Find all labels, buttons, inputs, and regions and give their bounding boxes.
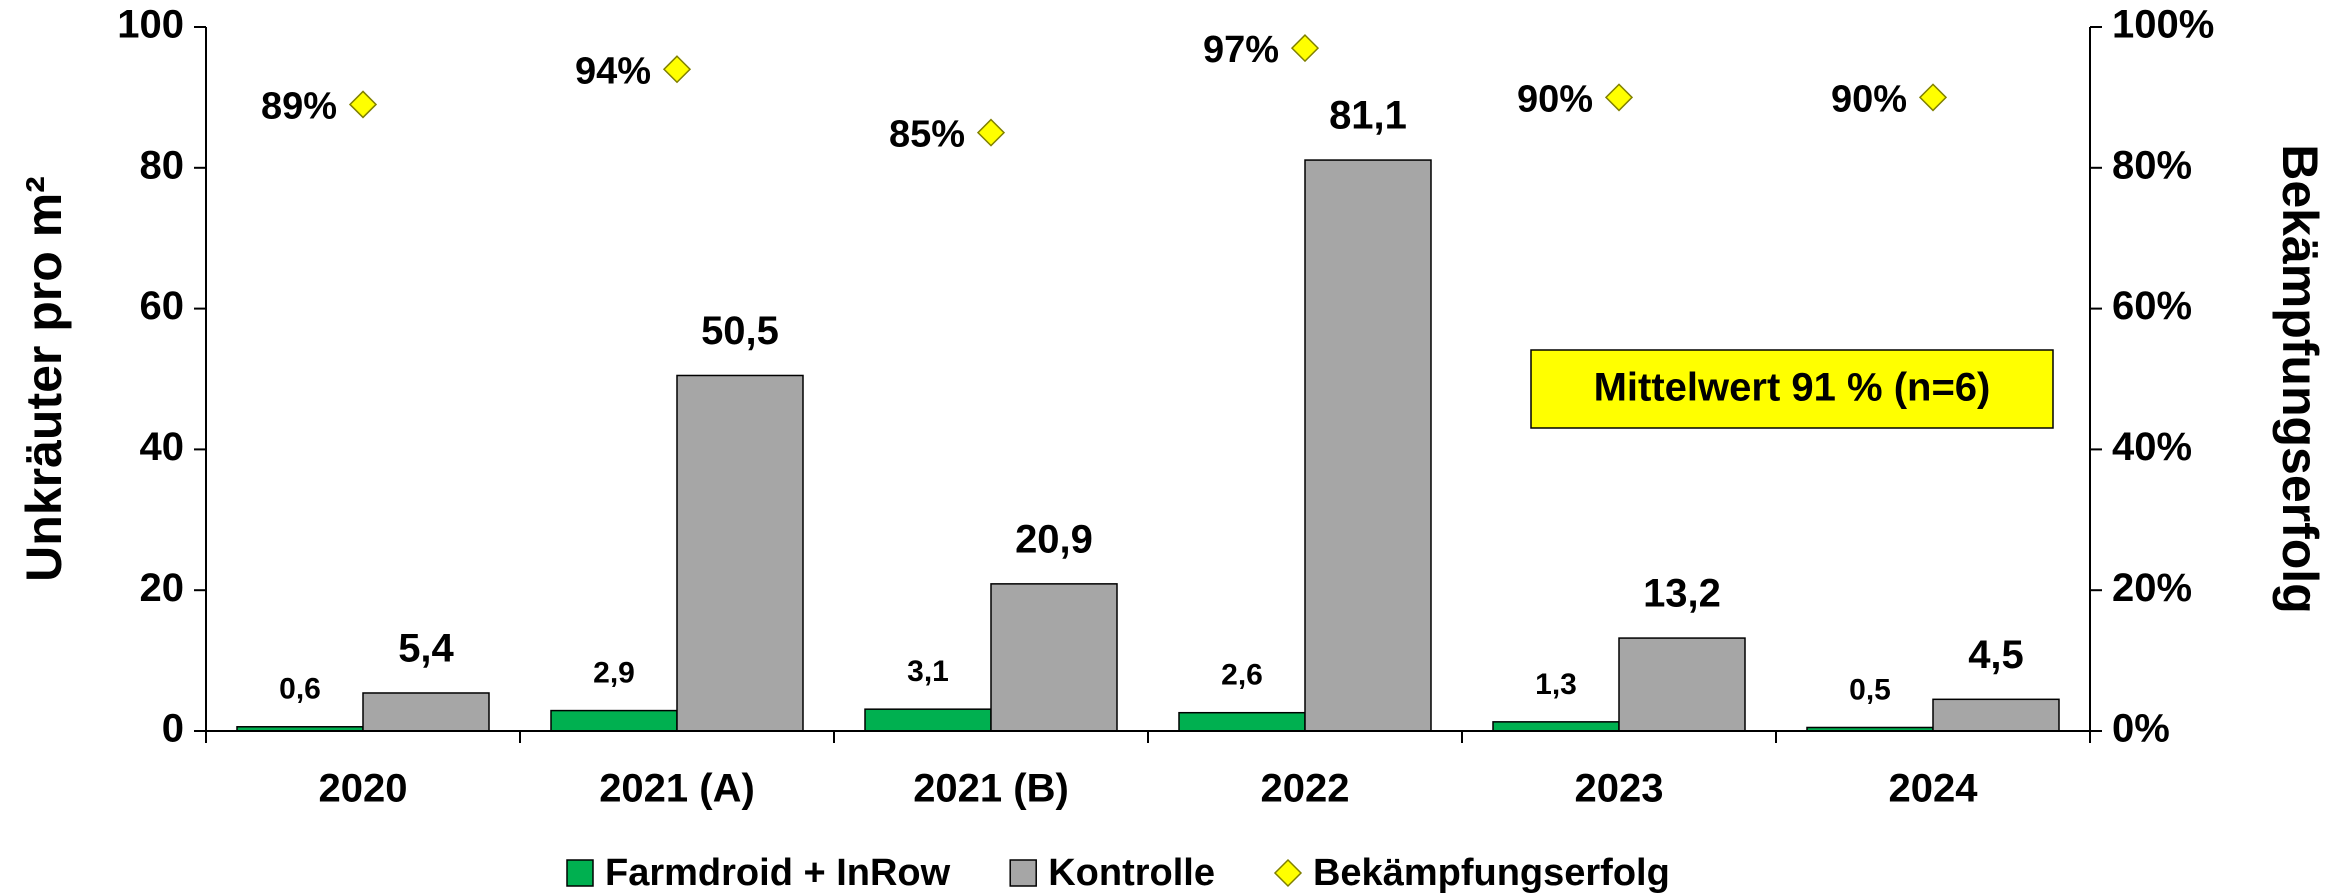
data-label: 13,2 (1643, 572, 1721, 616)
bar (1932, 698, 2060, 732)
bar (864, 708, 992, 732)
y-tick-label: 20 (140, 566, 185, 610)
y2-tick-label: 20% (2112, 566, 2192, 610)
data-label: 85% (889, 114, 965, 156)
data-label: 97% (1203, 29, 1279, 71)
data-label: 94% (575, 50, 651, 92)
marker (662, 55, 692, 84)
data-label: 20,9 (1015, 517, 1093, 561)
legend-swatch (1009, 859, 1037, 887)
data-label: 3,1 (907, 655, 949, 688)
y2-tick-label: 40% (2112, 425, 2192, 469)
y2-tick-label: 100% (2112, 3, 2214, 47)
x-tick-label: 2021 (B) (913, 767, 1069, 811)
x-tick-label: 2022 (1261, 767, 1350, 811)
annotation-box (1530, 349, 2054, 429)
marker (1604, 83, 1634, 112)
annotation: Mittelwert 91 % (n=6) (1594, 366, 1991, 410)
bar (1178, 711, 1306, 732)
marker (976, 118, 1006, 147)
bar (990, 583, 1118, 732)
data-label: 4,5 (1968, 633, 2024, 677)
y-tick-label: 100 (117, 3, 184, 47)
data-label: 50,5 (701, 309, 779, 353)
x-tick-label: 2021 (A) (599, 767, 755, 811)
y2-tick-label: 60% (2112, 284, 2192, 328)
legend-label: Bekämpfungserfolg (1313, 852, 1670, 894)
legend-swatch (566, 859, 594, 887)
marker (1290, 34, 1320, 63)
bar (676, 374, 804, 732)
data-label: 81,1 (1329, 94, 1407, 138)
bar (1618, 637, 1746, 732)
bar (550, 709, 678, 732)
data-label: 2,6 (1221, 659, 1263, 692)
bar (1304, 159, 1432, 732)
bar (1492, 721, 1620, 732)
y2-tick-label: 80% (2112, 143, 2192, 187)
data-label: 90% (1831, 78, 1907, 120)
data-label: 1,3 (1535, 668, 1577, 701)
x-tick-label: 2024 (1889, 767, 1979, 811)
marker (348, 90, 378, 119)
data-label: 89% (261, 85, 337, 127)
y-tick-label: 60 (140, 284, 185, 328)
bar (362, 692, 490, 732)
legend-label: Farmdroid + InRow (605, 852, 951, 894)
data-label: 2,9 (593, 657, 635, 690)
marker (1918, 83, 1948, 112)
legend-label: Kontrolle (1048, 852, 1215, 894)
data-label: 0,5 (1849, 673, 1891, 706)
y-axis-title: Unkräuter pro m² (16, 176, 72, 582)
data-label: 0,6 (279, 673, 321, 706)
x-tick-label: 2023 (1575, 767, 1664, 811)
y2-axis-title: Bekämpfungserfolg (2272, 144, 2328, 614)
y2-tick-label: 0% (2112, 707, 2170, 751)
y-tick-label: 40 (140, 425, 185, 469)
y-tick-label: 0 (162, 707, 184, 751)
x-tick-label: 2020 (319, 767, 408, 811)
y-tick-label: 80 (140, 143, 185, 187)
data-label: 90% (1517, 78, 1593, 120)
data-label: 5,4 (398, 627, 454, 671)
legend-marker (1273, 858, 1303, 888)
